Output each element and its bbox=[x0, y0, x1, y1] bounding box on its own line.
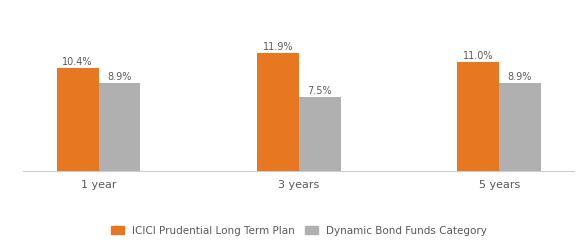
Bar bbox=[458, 62, 499, 171]
Bar bbox=[98, 83, 140, 171]
Text: 10.4%: 10.4% bbox=[63, 57, 93, 67]
Bar bbox=[57, 68, 98, 171]
Legend: ICICI Prudential Long Term Plan, Dynamic Bond Funds Category: ICICI Prudential Long Term Plan, Dynamic… bbox=[111, 226, 487, 236]
Text: 7.5%: 7.5% bbox=[308, 86, 332, 96]
Bar bbox=[299, 97, 340, 171]
Text: 8.9%: 8.9% bbox=[107, 72, 132, 82]
Bar bbox=[257, 53, 299, 171]
Text: 11.0%: 11.0% bbox=[463, 51, 493, 61]
Text: 11.9%: 11.9% bbox=[263, 42, 293, 52]
Bar bbox=[499, 83, 541, 171]
Text: 8.9%: 8.9% bbox=[508, 72, 532, 82]
